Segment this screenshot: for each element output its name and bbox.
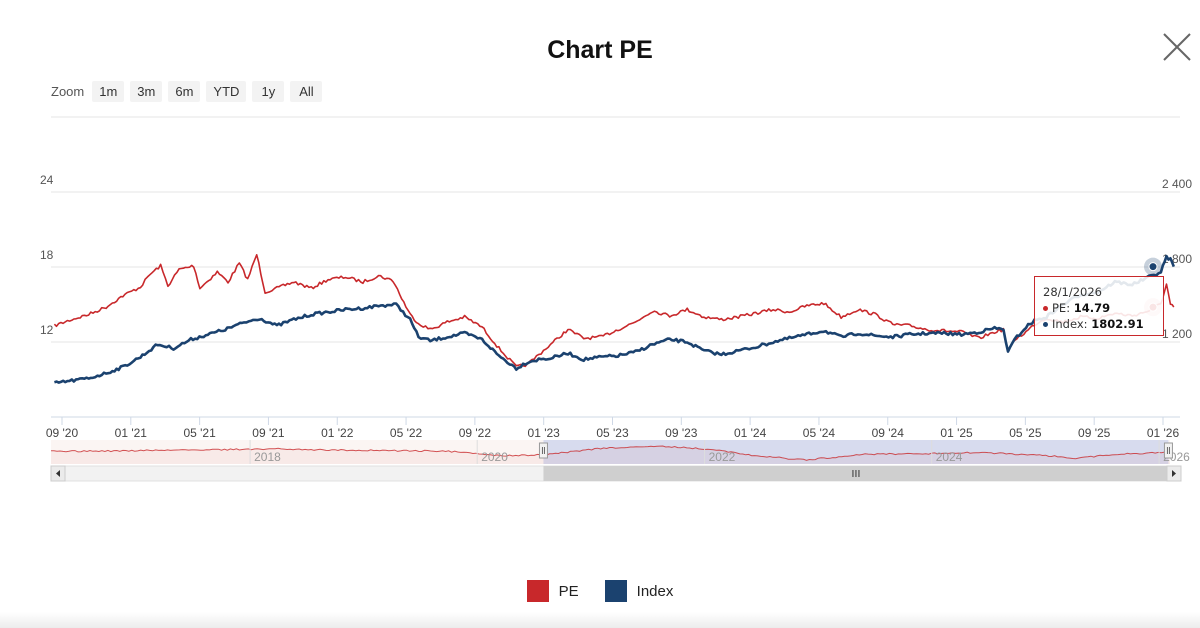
zoom-button-1m[interactable]: 1m [92, 80, 125, 102]
tooltip-pe-value: 14.79 [1073, 301, 1111, 315]
navigator-selected-range [543, 440, 1169, 464]
index-dot-icon [1043, 322, 1048, 327]
zoom-button-6m[interactable]: 6m [168, 80, 201, 102]
x-tick-label: 09 '21 [252, 426, 285, 440]
x-tick-label: 01 '21 [115, 426, 148, 440]
index-series-line [54, 254, 1176, 384]
tooltip-index-value: 1802.91 [1091, 317, 1144, 331]
legend-label-index: Index [636, 582, 674, 600]
y-left-tick-label: 18 [40, 248, 54, 262]
pe-dot-icon [1043, 306, 1048, 311]
zoom-button-1y[interactable]: 1y [252, 80, 285, 102]
x-tick-label: 09 '24 [872, 426, 905, 440]
navigator-year-label: 2022 [709, 450, 736, 464]
page-title: Chart PE [547, 36, 653, 64]
grid [51, 116, 1180, 418]
index-swatch-icon [604, 580, 627, 602]
scrollbar[interactable] [50, 465, 1182, 482]
x-tick-label: 09 '22 [459, 426, 492, 440]
x-tick-label: 09 '25 [1078, 426, 1111, 440]
tooltip-index-row: Index: 1802.91 [1043, 316, 1163, 332]
tooltip-pe-row: PE: 14.79 [1043, 300, 1163, 316]
legend-item-index[interactable]: Index [604, 580, 674, 602]
navigator-handle-left [538, 442, 548, 459]
tooltip-date: 28/1/2026 [1043, 285, 1102, 299]
zoom-button-all[interactable]: All [290, 80, 323, 102]
y-right-tick-label: 1 800 [1162, 252, 1192, 266]
x-tick-label: 01 '25 [940, 426, 973, 440]
pe-series-line [53, 254, 1175, 368]
navigator-line [50, 445, 1168, 461]
index-hover-marker [1148, 262, 1158, 272]
zoom-selector: Zoom 1m 3m 6m YTD 1y All [51, 80, 323, 102]
x-tick-label: 05 '21 [183, 426, 216, 440]
legend-label-pe: PE [558, 582, 579, 600]
x-tick-label: 01 '26 [1147, 426, 1180, 440]
bottom-edge [0, 612, 1200, 628]
x-tick-label: 09 '23 [665, 426, 698, 440]
navigator-handle-right [1163, 442, 1173, 459]
plot-series [53, 254, 1176, 384]
y-right-tick-label: 2 400 [1162, 177, 1192, 191]
x-axis-ticks: 09 '20 01 '21 05 '21 09 '21 01 '22 05 '22 09 '… [46, 417, 1180, 440]
y-right-tick-label: 1 200 [1162, 327, 1192, 341]
zoom-button-ytd[interactable]: YTD [206, 80, 247, 102]
pe-chart: 24 18 12 2 400 1 800 1 200 09 '20 01 '21 05 '21… [40, 116, 1192, 482]
x-tick-label: 05 '23 [596, 426, 629, 440]
x-tick-label: 01 '23 [528, 426, 561, 440]
y-axis-ticks: 24 18 12 2 400 1 800 1 200 [40, 173, 1192, 341]
pe-swatch-icon [526, 580, 549, 602]
legend-item-pe[interactable]: PE [526, 580, 579, 602]
navigator-year-label: 2020 [481, 450, 508, 464]
tooltip-index-label: Index: [1052, 317, 1092, 331]
zoom-label: Zoom [51, 83, 85, 99]
navigator[interactable]: 2018 2020 2022 2024 2026 [50, 440, 1190, 464]
tooltip-pe-label: PE: [1052, 301, 1074, 315]
navigator-year-label: 2018 [254, 450, 281, 464]
y-left-tick-label: 12 [40, 323, 54, 337]
legend: PE Index [0, 580, 1200, 602]
y-left-tick-label: 24 [40, 173, 54, 187]
x-tick-label: 05 '22 [390, 426, 423, 440]
x-tick-label: 09 '20 [46, 426, 79, 440]
tooltip: 28/1/2026 PE: 14.79 Index: 1802.91 [1034, 276, 1164, 336]
x-tick-label: 01 '24 [734, 426, 767, 440]
scroll-left-arrow-icon [56, 470, 60, 477]
x-tick-label: 05 '24 [803, 426, 836, 440]
zoom-button-3m[interactable]: 3m [130, 80, 163, 102]
close-icon[interactable] [1160, 30, 1194, 64]
scroll-right-arrow-icon [1172, 470, 1176, 477]
x-tick-label: 01 '22 [321, 426, 354, 440]
x-tick-label: 05 '25 [1009, 426, 1042, 440]
navigator-year-label: 2024 [936, 450, 963, 464]
